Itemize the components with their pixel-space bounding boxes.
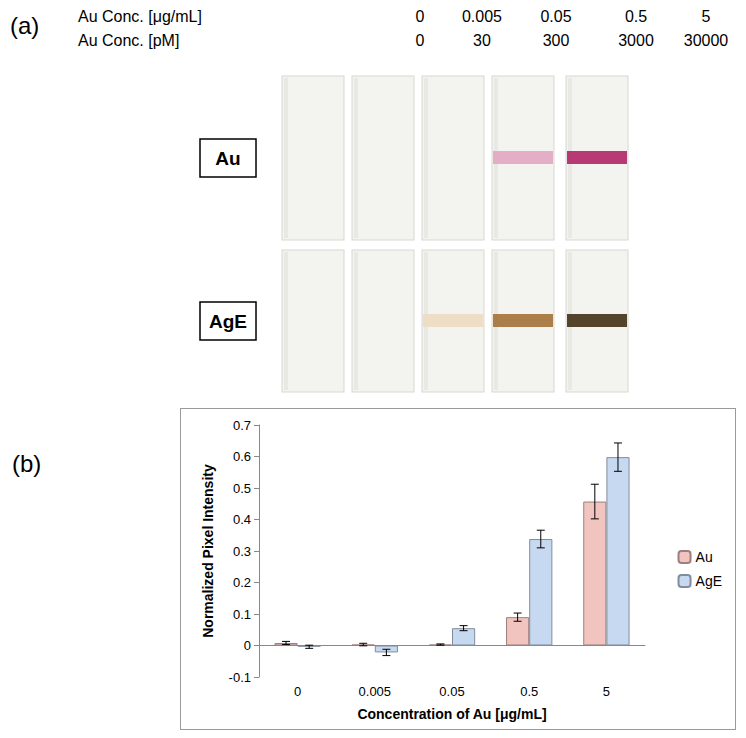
- svg-text:-0.1: -0.1: [229, 670, 251, 685]
- svg-text:0: 0: [416, 8, 425, 25]
- svg-text:0.5: 0.5: [233, 481, 251, 496]
- svg-text:0.005: 0.005: [462, 8, 502, 25]
- svg-text:0.5: 0.5: [625, 8, 647, 25]
- svg-text:Au Conc. [μg/mL]: Au Conc. [μg/mL]: [78, 8, 202, 25]
- svg-text:5: 5: [603, 684, 610, 699]
- svg-text:0.1: 0.1: [233, 607, 251, 622]
- html-text:(b): (b): [12, 450, 42, 477]
- svg-text:Au: Au: [696, 549, 713, 565]
- svg-text:Au Conc. [pM]: Au Conc. [pM]: [78, 32, 179, 49]
- svg-text:AgE: AgE: [209, 311, 247, 332]
- svg-text:300: 300: [543, 32, 570, 49]
- svg-text:3000: 3000: [618, 32, 654, 49]
- svg-text:0: 0: [416, 32, 425, 49]
- svg-text:Normalized Pixel Intensity: Normalized Pixel Intensity: [200, 464, 216, 638]
- svg-text:0.7: 0.7: [233, 418, 251, 433]
- svg-text:30000: 30000: [684, 32, 729, 49]
- svg-text:0.2: 0.2: [233, 575, 251, 590]
- svg-text:0.5: 0.5: [520, 684, 538, 699]
- svg-text:0.05: 0.05: [439, 684, 464, 699]
- svg-text:(a): (a): [10, 12, 39, 39]
- svg-text:0.3: 0.3: [233, 544, 251, 559]
- svg-text:0.005: 0.005: [359, 684, 392, 699]
- svg-text:Au: Au: [215, 148, 240, 169]
- svg-text:0: 0: [244, 638, 251, 653]
- svg-text:0.6: 0.6: [233, 449, 251, 464]
- svg-text:5: 5: [702, 8, 711, 25]
- svg-text:0.4: 0.4: [233, 512, 251, 527]
- svg-text:AgE: AgE: [696, 573, 722, 589]
- svg-text:Concentration of Au [μg/mL]: Concentration of Au [μg/mL]: [357, 706, 546, 722]
- svg-text:30: 30: [473, 32, 491, 49]
- svg-text:0.05: 0.05: [540, 8, 571, 25]
- svg-text:0: 0: [294, 684, 301, 699]
